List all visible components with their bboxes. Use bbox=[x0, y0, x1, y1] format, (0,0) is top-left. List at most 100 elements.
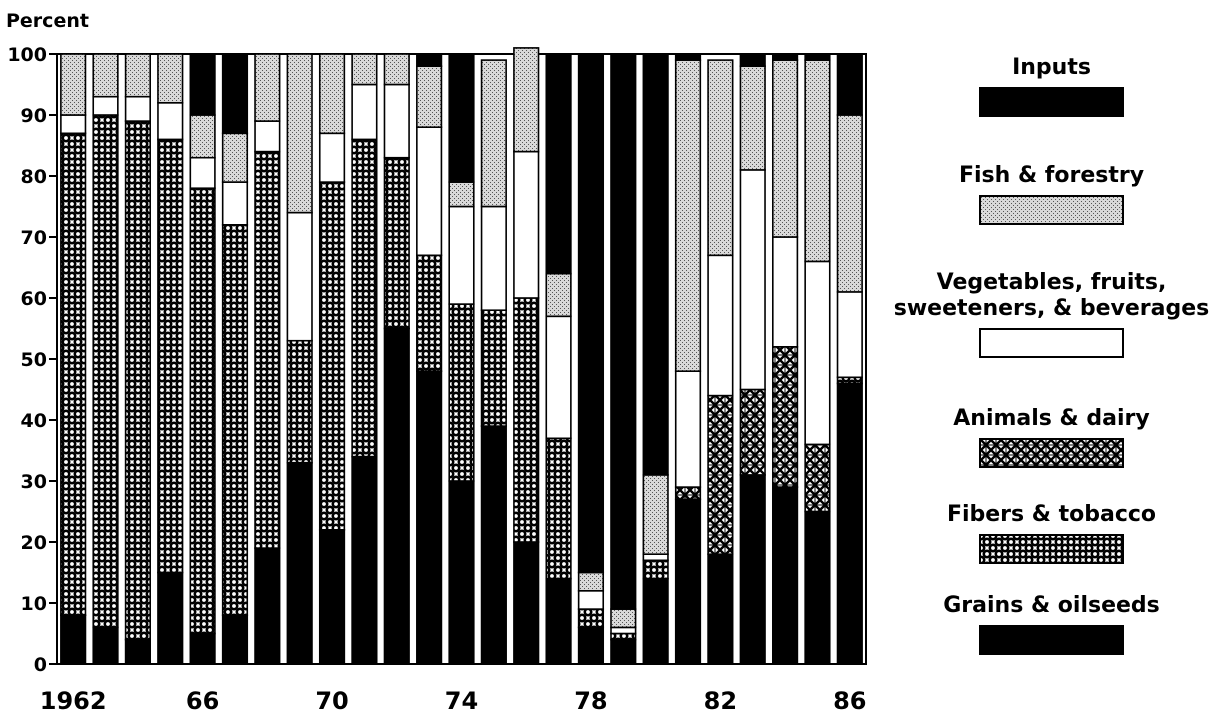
bar-segment-1965-fish-forestry bbox=[157, 53, 184, 104]
bar-segment-1972-fish-forestry bbox=[383, 53, 410, 86]
bar-segment-1978-fish-forestry bbox=[577, 571, 605, 592]
bar-segment-1977-vegetables-fruits-sweeteners-beverages bbox=[545, 315, 572, 440]
bar-segment-1966-grains-oilseeds bbox=[189, 632, 216, 665]
bar-segment-1975-fibers-tobacco bbox=[480, 309, 507, 427]
legend-label-grains-oilseeds: Grains & oilseeds bbox=[943, 593, 1160, 618]
bar-segment-1963-grains-oilseeds bbox=[92, 626, 119, 665]
bar-segment-1973-grains-oilseeds bbox=[416, 370, 443, 665]
bar-segment-1967-grains-oilseeds bbox=[221, 614, 249, 665]
bar-segment-1976-fibers-tobacco bbox=[513, 297, 540, 543]
bar-segment-1966-fish-forestry bbox=[189, 114, 216, 159]
bar-segment-1975-grains-oilseeds bbox=[480, 425, 507, 665]
bar-segment-1983-fish-forestry bbox=[739, 65, 766, 171]
bar-segment-1966-inputs bbox=[189, 53, 216, 116]
bar-segment-1982-fish-forestry bbox=[707, 59, 734, 257]
bar-segment-1963-fish-forestry bbox=[92, 53, 119, 98]
bar-segment-1969-vegetables-fruits-sweeteners-beverages bbox=[286, 211, 313, 342]
bar-segment-1968-fibers-tobacco bbox=[254, 150, 281, 549]
bar-segment-1966-vegetables-fruits-sweeteners-beverages bbox=[189, 156, 216, 189]
y-tick-label-30: 30 bbox=[21, 471, 47, 493]
bar-segment-1977-fish-forestry bbox=[545, 272, 572, 318]
bar-segment-1971-fibers-tobacco bbox=[351, 138, 378, 458]
x-tick-label-1982: 82 bbox=[704, 687, 737, 715]
bar-segment-1970-fibers-tobacco bbox=[318, 181, 346, 531]
bar-segment-1983-grains-oilseeds bbox=[739, 474, 766, 665]
bar-segment-1963-vegetables-fruits-sweeteners-beverages bbox=[92, 95, 119, 116]
bar-segment-1971-vegetables-fruits-sweeteners-beverages bbox=[351, 83, 378, 141]
bar-segment-1975-vegetables-fruits-sweeteners-beverages bbox=[480, 205, 507, 311]
legend-item-grains-oilseeds: Grains & oilseeds bbox=[880, 593, 1223, 655]
bar-segment-1983-vegetables-fruits-sweeteners-beverages bbox=[739, 169, 766, 391]
bar-segment-1966-fibers-tobacco bbox=[189, 187, 216, 635]
legend-item-fish-forestry: Fish & forestry bbox=[880, 163, 1223, 225]
legend-label-vegetables: Vegetables, fruits, sweeteners, & bevera… bbox=[893, 270, 1210, 321]
bar-segment-1985-fish-forestry bbox=[804, 59, 831, 263]
legend-swatch-vegetables bbox=[979, 328, 1124, 358]
x-tick-label-1962: 1962 bbox=[40, 687, 107, 715]
y-tick-label-100: 100 bbox=[7, 44, 47, 66]
bar-segment-1963-fibers-tobacco bbox=[92, 114, 119, 629]
bar-segment-1974-vegetables-fruits-sweeteners-beverages bbox=[448, 205, 475, 305]
bar-segment-1985-grains-oilseeds bbox=[804, 510, 831, 665]
bar-segment-1965-grains-oilseeds bbox=[157, 571, 184, 665]
bar-segment-1984-animals-dairy bbox=[771, 345, 799, 488]
bar-segment-1980-fish-forestry bbox=[642, 474, 669, 555]
legend-swatch-inputs bbox=[979, 87, 1124, 117]
bar-segment-1984-fish-forestry bbox=[771, 59, 799, 238]
x-tick-label-1974: 74 bbox=[445, 687, 478, 715]
bar-segment-1986-fibers-tobacco bbox=[836, 376, 863, 385]
axes-layer: 0 10 20 30 40 50 60 70 80 90 100 1962 66 70 74 78 82 86 bbox=[7, 44, 866, 715]
bar-segment-1979-vegetables-fruits-sweeteners-beverages bbox=[610, 626, 637, 635]
bar-segment-1980-inputs bbox=[642, 53, 669, 476]
x-tick-label-1978: 78 bbox=[574, 687, 607, 715]
bar-segment-1964-grains-oilseeds bbox=[124, 638, 151, 665]
y-axis-title: Percent bbox=[6, 10, 89, 32]
bar-segment-1962-fish-forestry bbox=[60, 53, 87, 116]
bar-segment-1981-vegetables-fruits-sweeteners-beverages bbox=[674, 370, 702, 488]
y-tick-label-50: 50 bbox=[21, 349, 47, 371]
bar-segment-1976-vegetables-fruits-sweeteners-beverages bbox=[513, 150, 540, 299]
bar-segment-1976-fish-forestry bbox=[513, 47, 540, 153]
bar-segment-1974-fibers-tobacco bbox=[448, 303, 475, 482]
bar-segment-1981-grains-oilseeds bbox=[674, 498, 702, 665]
legend-label-animals-dairy: Animals & dairy bbox=[953, 406, 1150, 431]
bar-segment-1980-vegetables-fruits-sweeteners-beverages bbox=[642, 553, 669, 562]
bar-segment-1972-vegetables-fruits-sweeteners-beverages bbox=[383, 83, 410, 159]
bar-segment-1973-inputs bbox=[416, 53, 443, 67]
bar-segment-1980-grains-oilseeds bbox=[642, 577, 669, 665]
bar-segment-1969-grains-oilseeds bbox=[286, 461, 313, 665]
bar-segment-1970-grains-oilseeds bbox=[318, 528, 346, 665]
bar-segment-1983-inputs bbox=[739, 53, 766, 67]
y-tick-label-20: 20 bbox=[21, 532, 47, 554]
bar-segment-1979-fish-forestry bbox=[610, 608, 637, 629]
bar-segment-1979-inputs bbox=[610, 53, 637, 610]
bar-segment-1979-fibers-tobacco bbox=[610, 632, 637, 641]
bar-segment-1965-fibers-tobacco bbox=[157, 138, 184, 574]
bar-segment-1978-vegetables-fruits-sweeteners-beverages bbox=[577, 589, 605, 610]
y-tick-label-70: 70 bbox=[21, 227, 47, 249]
legend-item-vegetables: Vegetables, fruits, sweeteners, & bevera… bbox=[880, 270, 1223, 358]
bar-segment-1974-grains-oilseeds bbox=[448, 480, 475, 665]
bar-segment-1977-grains-oilseeds bbox=[545, 577, 572, 665]
bar-segment-1986-grains-oilseeds bbox=[836, 382, 863, 665]
bar-segment-1973-fish-forestry bbox=[416, 65, 443, 128]
bar-segment-1984-grains-oilseeds bbox=[771, 486, 799, 665]
bar-segment-1986-inputs bbox=[836, 53, 863, 116]
bar-segment-1964-fibers-tobacco bbox=[124, 120, 151, 641]
bar-segment-1977-fibers-tobacco bbox=[545, 437, 572, 580]
y-tick-label-10: 10 bbox=[21, 593, 47, 615]
y-tick-label-80: 80 bbox=[21, 166, 47, 188]
bar-segment-1962-grains-oilseeds bbox=[60, 614, 87, 665]
bar-segment-1973-vegetables-fruits-sweeteners-beverages bbox=[416, 126, 443, 257]
bar-segment-1983-animals-dairy bbox=[739, 388, 766, 476]
bar-segment-1986-fish-forestry bbox=[836, 114, 863, 293]
bar-segment-1979-grains-oilseeds bbox=[610, 638, 637, 665]
x-tick-label-1970: 70 bbox=[315, 687, 348, 715]
legend-swatch-animals-dairy bbox=[979, 438, 1124, 468]
bar-segment-1985-animals-dairy bbox=[804, 443, 831, 513]
legend-item-inputs: Inputs bbox=[880, 55, 1223, 117]
bar-segment-1984-inputs bbox=[771, 53, 799, 61]
bar-segment-1984-vegetables-fruits-sweeteners-beverages bbox=[771, 236, 799, 348]
bar-segment-1970-fish-forestry bbox=[318, 53, 346, 135]
bar-segment-1969-fish-forestry bbox=[286, 53, 313, 214]
